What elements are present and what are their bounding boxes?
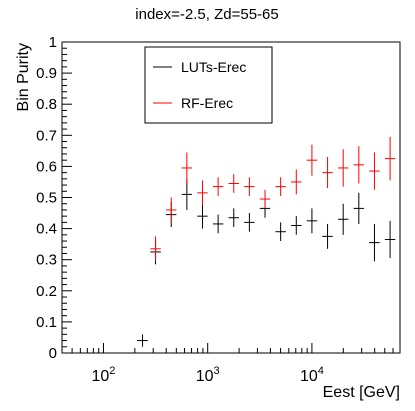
y-tick-label: 0.7 [36, 127, 57, 144]
x-tick-label-exponent: 4 [318, 365, 324, 377]
plot-area [137, 136, 396, 347]
data-point-rf-erec [197, 180, 208, 206]
chart-title: index=-2.5, Zd=55-65 [135, 6, 278, 23]
data-point-luts-erec [137, 334, 148, 347]
data-point-luts-erec [197, 203, 208, 229]
data-point-rf-erec [384, 136, 396, 181]
x-tick-label: 102 [92, 365, 116, 385]
data-point-rf-erec [337, 149, 349, 187]
x-axis: 102 103 104 [61, 343, 401, 385]
x-tick-label: 103 [196, 365, 220, 385]
data-point-luts-erec [212, 214, 224, 234]
x-tick-label-base: 10 [196, 368, 214, 385]
data-point-rf-erec [212, 177, 224, 196]
data-point-rf-erec [228, 174, 239, 193]
x-tick-label-base: 10 [300, 368, 318, 385]
legend-box [144, 46, 273, 124]
series-luts-erec [137, 178, 396, 347]
y-tick-label: 0.2 [36, 283, 57, 300]
y-tick-label: 0.1 [36, 314, 57, 331]
data-point-rf-erec [322, 157, 333, 189]
y-tick-label: 0.8 [36, 96, 57, 113]
data-point-rf-erec [306, 144, 318, 176]
data-point-luts-erec [181, 178, 193, 210]
series-rf-erec [150, 136, 396, 262]
data-point-rf-erec [181, 152, 193, 184]
x-tick-label-exponent: 3 [214, 365, 220, 377]
data-point-luts-erec [369, 223, 380, 262]
legend-label-luts-erec: LUTs-Erec [181, 59, 246, 75]
x-tick-label-exponent: 2 [109, 365, 115, 377]
data-point-luts-erec [353, 192, 365, 224]
y-tick-label: 0.4 [36, 221, 57, 238]
y-tick-label: 1 [49, 34, 57, 51]
data-point-luts-erec [228, 208, 239, 228]
data-point-luts-erec [291, 216, 302, 235]
x-tick-label: 104 [300, 365, 324, 385]
x-axis-label: Eest [GeV] [323, 384, 400, 401]
y-axis-label: Bin Purity [15, 43, 32, 111]
x-tick-label-base: 10 [92, 368, 110, 385]
y-axis: 0 0.1 0.2 0.3 0.4 0.5 0.6 0.7 0.8 0.9 1 [36, 34, 72, 362]
y-tick-label: 0.5 [36, 190, 57, 207]
data-point-rf-erec [165, 197, 177, 223]
data-point-rf-erec [353, 146, 365, 184]
data-point-rf-erec [259, 189, 271, 209]
y-tick-label: 0 [49, 345, 57, 362]
legend: LUTs-Erec RF-Erec [144, 46, 273, 124]
y-tick-label: 0.6 [36, 158, 57, 175]
data-point-rf-erec [291, 169, 302, 195]
data-point-luts-erec [306, 208, 318, 234]
data-point-luts-erec [322, 223, 333, 249]
data-point-luts-erec [337, 203, 349, 235]
data-point-rf-erec [150, 236, 161, 262]
y-tick-label: 0.9 [36, 65, 57, 82]
data-point-luts-erec [275, 222, 286, 242]
data-point-rf-erec [275, 177, 286, 196]
data-point-rf-erec [369, 152, 380, 190]
data-point-rf-erec [244, 177, 255, 196]
y-tick-label: 0.3 [36, 252, 57, 269]
legend-label-rf-erec: RF-Erec [181, 95, 233, 111]
data-point-luts-erec [244, 213, 255, 232]
data-point-luts-erec [384, 220, 396, 259]
